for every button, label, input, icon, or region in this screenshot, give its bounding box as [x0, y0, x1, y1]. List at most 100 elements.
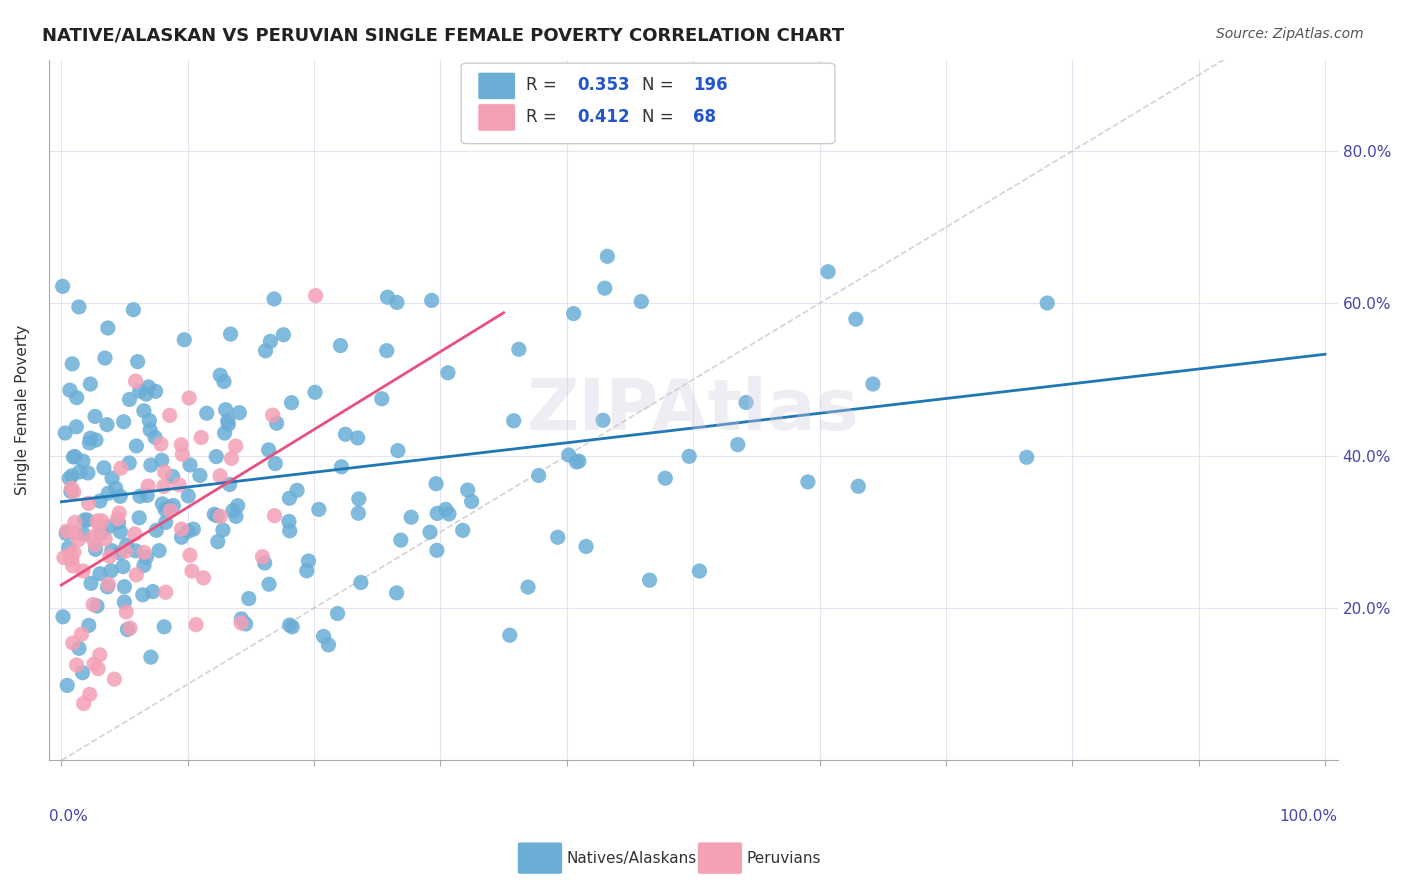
Point	[517, 580, 540, 594]
Point	[60, 481, 83, 495]
Point	[226, 499, 249, 513]
Point	[329, 338, 352, 352]
Point	[347, 491, 370, 506]
Point	[139, 458, 162, 472]
Point	[59, 547, 82, 561]
Point	[96, 417, 118, 432]
FancyBboxPatch shape	[478, 72, 516, 100]
Point	[437, 366, 460, 380]
Point	[630, 294, 652, 309]
Text: R =: R =	[526, 76, 561, 94]
Point	[159, 503, 181, 517]
FancyBboxPatch shape	[461, 63, 835, 144]
Point	[209, 368, 232, 383]
Text: 68: 68	[693, 108, 716, 126]
Point	[110, 489, 132, 503]
Point	[502, 414, 524, 428]
Point	[153, 479, 176, 493]
Point	[172, 448, 194, 462]
Point	[179, 391, 201, 405]
Point	[304, 385, 326, 400]
Text: 0.0%: 0.0%	[49, 809, 87, 824]
Text: 0.412: 0.412	[578, 108, 630, 126]
Point	[817, 265, 839, 279]
Point	[214, 402, 236, 417]
Point	[73, 513, 96, 527]
Point	[114, 544, 136, 558]
Point	[136, 479, 159, 493]
Point	[97, 577, 120, 591]
Point	[312, 630, 335, 644]
Point	[295, 564, 318, 578]
Point	[139, 650, 162, 665]
Point	[399, 510, 422, 524]
Point	[262, 408, 284, 422]
Point	[63, 450, 86, 464]
Point	[278, 618, 301, 632]
Point	[98, 549, 121, 564]
Point	[84, 409, 107, 424]
Point	[254, 343, 277, 358]
Point	[437, 507, 460, 521]
Point	[73, 697, 96, 711]
Point	[167, 478, 190, 492]
Point	[65, 419, 87, 434]
Point	[547, 530, 569, 544]
Point	[79, 377, 101, 392]
Point	[58, 541, 80, 555]
Point	[56, 678, 79, 692]
Point	[108, 506, 131, 520]
Point	[89, 523, 111, 537]
Point	[425, 476, 447, 491]
Point	[285, 483, 308, 498]
Point	[190, 430, 212, 444]
Point	[94, 351, 117, 365]
Point	[124, 544, 146, 558]
Point	[217, 414, 239, 428]
Point	[72, 527, 94, 541]
Point	[134, 545, 156, 559]
Point	[118, 392, 141, 407]
Point	[82, 598, 104, 612]
Point	[150, 453, 173, 467]
Point	[136, 488, 159, 502]
Point	[593, 281, 616, 295]
Point	[84, 538, 107, 552]
Point	[153, 502, 176, 516]
Point	[326, 607, 349, 621]
Point	[596, 249, 619, 263]
Point	[202, 508, 225, 522]
Point	[125, 439, 148, 453]
Point	[115, 605, 138, 619]
Point	[253, 556, 276, 570]
Point	[60, 357, 83, 371]
Point	[125, 567, 148, 582]
Point	[235, 617, 257, 632]
Point	[110, 524, 132, 539]
Point	[103, 672, 125, 686]
Point	[735, 395, 758, 409]
Point	[67, 641, 90, 656]
Point	[128, 384, 150, 399]
Point	[568, 454, 591, 468]
Point	[62, 636, 84, 650]
Point	[90, 514, 112, 528]
Point	[128, 510, 150, 524]
Point	[101, 471, 124, 485]
Text: Natives/Alaskans: Natives/Alaskans	[567, 851, 697, 865]
Point	[59, 552, 82, 566]
Point	[65, 657, 87, 672]
Point	[69, 465, 91, 479]
Point	[124, 527, 146, 541]
Point	[77, 466, 100, 480]
Point	[157, 500, 180, 515]
Point	[148, 543, 170, 558]
Point	[83, 657, 105, 671]
Point	[86, 514, 108, 528]
Point	[385, 295, 408, 310]
Point	[155, 585, 177, 599]
Point	[97, 321, 120, 335]
Text: N =: N =	[641, 76, 679, 94]
Point	[145, 384, 167, 399]
Point	[371, 392, 394, 406]
